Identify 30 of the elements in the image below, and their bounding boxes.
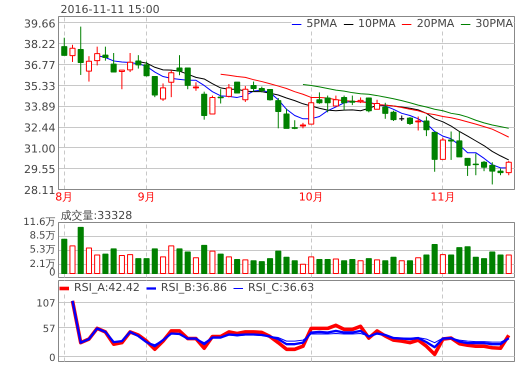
y-tick-label: 38.22 <box>24 38 56 52</box>
legend-label: 10PMA <box>358 17 396 30</box>
x-tick-label: 11月 <box>430 190 456 204</box>
y-tick-label: 28.11 <box>24 184 56 197</box>
chart-title: 2016-11-11 15:00 <box>60 3 160 16</box>
chart-title: 成交量:33328 <box>60 209 132 222</box>
y-tick-label: 0 <box>49 352 56 364</box>
y-tick-label: 11.6万 <box>23 217 56 228</box>
legend-label: 30PMA <box>475 17 513 30</box>
y-tick-label: 5.3万 <box>30 244 56 256</box>
legend-label: RSI_B:36.86 <box>160 281 228 294</box>
y-tick-label: 2.1万 <box>30 258 56 270</box>
legend-label: RSI_C:36.63 <box>248 281 314 294</box>
y-tick-label: 0 <box>49 268 56 278</box>
x-tick-label: 10月 <box>298 190 324 204</box>
y-tick-label: 33.89 <box>24 100 56 114</box>
legend-label: 20PMA <box>416 17 454 30</box>
series-label: RSI_A:42.42 <box>74 281 140 294</box>
y-tick-label: 39.66 <box>24 17 56 30</box>
x-tick-label: 8月 <box>55 190 74 204</box>
y-tick-label: 57 <box>42 324 56 335</box>
y-tick-label: 36.77 <box>24 59 56 72</box>
y-tick-label: 35.33 <box>24 80 56 93</box>
y-tick-label: 32.44 <box>24 122 56 135</box>
y-tick-label: 29.55 <box>24 163 56 176</box>
y-tick-label: 31.00 <box>24 142 56 156</box>
y-tick-label: 107 <box>36 298 56 310</box>
legend-label: 5PMA <box>306 17 338 30</box>
y-tick-label: 8.5万 <box>30 230 56 242</box>
x-tick-label: 9月 <box>138 190 156 204</box>
